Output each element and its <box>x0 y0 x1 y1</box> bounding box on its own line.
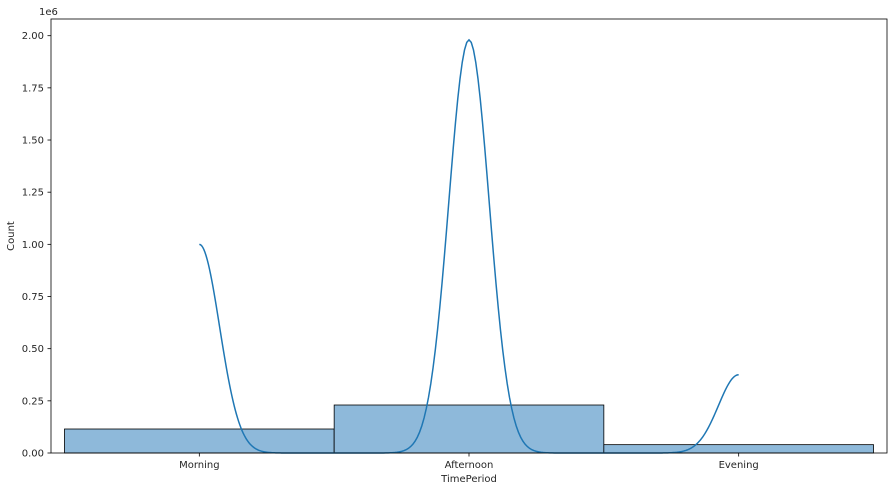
x-tick-label-afternoon: Afternoon <box>445 460 494 471</box>
x-axis-ticks: Morning Afternoon Evening <box>179 453 759 471</box>
y-tick-label: 0.75 <box>22 292 44 303</box>
x-tick-label-evening: Evening <box>719 460 759 471</box>
y-axis-label: Count <box>6 221 17 251</box>
kde-curve-morning <box>199 243 335 454</box>
y-tick-label: 0.25 <box>22 396 44 407</box>
kde-layer <box>199 38 739 454</box>
y-axis-ticks: 0.00 0.25 0.50 0.75 1.00 1.25 1.50 1.75 2.00 <box>22 31 51 460</box>
kde-curve-afternoon <box>334 38 604 454</box>
y-tick-label: 1.75 <box>22 83 44 94</box>
y-axis-offset-label: 1e6 <box>39 7 58 18</box>
y-tick-label: 1.50 <box>22 136 44 147</box>
y-tick-label: 2.00 <box>22 31 44 42</box>
x-axis-label: TimePeriod <box>440 474 497 485</box>
y-tick-label: 0.00 <box>22 449 44 460</box>
bar-evening <box>603 444 874 454</box>
bar-morning <box>64 428 335 454</box>
bars-layer <box>64 404 874 454</box>
y-tick-label: 0.50 <box>22 344 44 355</box>
plot-frame <box>50 18 888 454</box>
y-tick-label: 1.25 <box>22 188 44 199</box>
bar-afternoon <box>333 404 605 454</box>
x-tick-label-morning: Morning <box>179 460 219 471</box>
kde-curve-evening <box>603 374 739 454</box>
y-tick-label: 1.00 <box>22 240 44 251</box>
